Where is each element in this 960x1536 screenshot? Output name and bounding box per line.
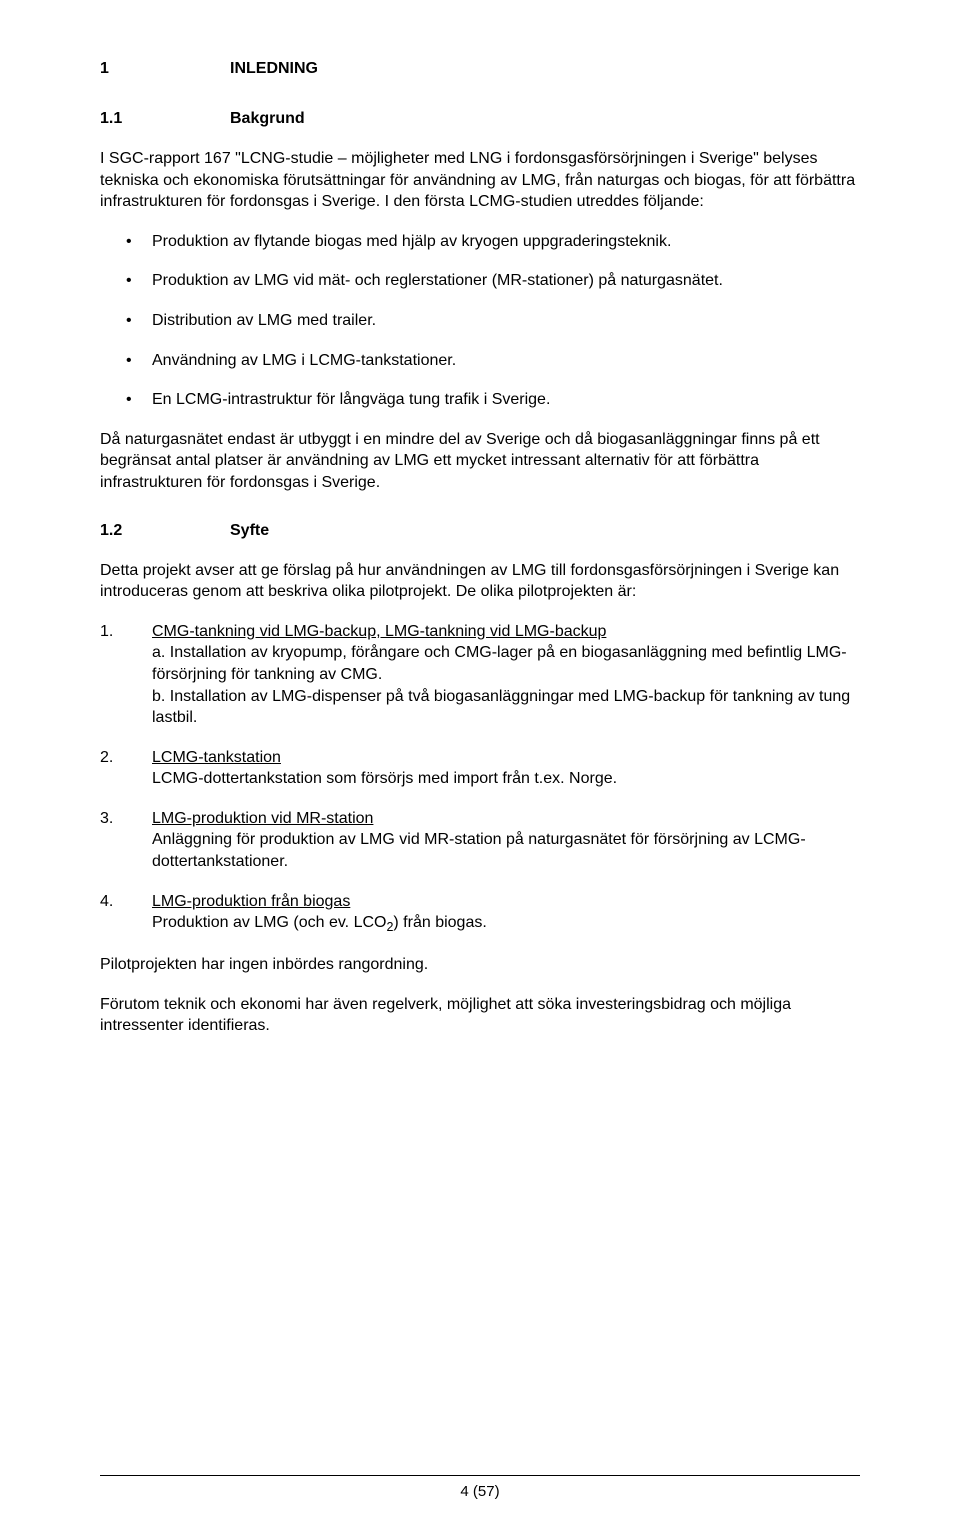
list-item: 1. CMG-tankning vid LMG-backup, LMG-tank… [100,621,860,729]
list-item-body-b: b. Installation av LMG-dispenser på två … [152,686,860,729]
section-1-2-list: 1. CMG-tankning vid LMG-backup, LMG-tank… [100,621,860,937]
body-pre: Produktion av LMG (och ev. LCO [152,914,386,931]
list-item-title: LMG-produktion vid MR-station [152,810,373,827]
footer-divider [100,1475,860,1476]
body-post: ) från biogas. [393,914,486,931]
list-item-number: 1. [100,621,113,643]
heading1-number: 1 [100,60,230,78]
list-item-number: 2. [100,747,113,769]
section-1-2-after-2: Förutom teknik och ekonomi har även rege… [100,994,860,1037]
page-number: 4 (57) [0,1483,960,1500]
heading-1-2: 1.2 Syfte [100,522,860,540]
bullet-item: Produktion av flytande biogas med hjälp … [100,231,860,253]
list-item-title: LCMG-tankstation [152,749,281,766]
bullet-item: En LCMG-intrastruktur för långväga tung … [100,389,860,411]
heading-1-2-number: 1.2 [100,522,230,540]
list-item-body: LCMG-dottertankstation som försörjs med … [152,768,860,790]
list-item-body: Anläggning för produktion av LMG vid MR-… [152,829,860,872]
list-item-body-a: a. Installation av kryopump, förångare o… [152,642,860,685]
list-item: 2. LCMG-tankstation LCMG-dottertankstati… [100,747,860,790]
section-1-1-closing: Då naturgasnätet endast är utbyggt i en … [100,429,860,494]
section-1-2-intro: Detta projekt avser att ge förslag på hu… [100,560,860,603]
list-item: 4. LMG-produktion från biogas Produktion… [100,891,860,937]
section-1-1-bullets: Produktion av flytande biogas med hjälp … [100,231,860,411]
bullet-item: Användning av LMG i LCMG-tankstationer. [100,350,860,372]
list-item-body: Produktion av LMG (och ev. LCO2) från bi… [152,912,860,936]
heading-1-1: 1.1 Bakgrund [100,110,860,128]
heading-1-2-title: Syfte [230,522,269,540]
heading-1-1-title: Bakgrund [230,110,305,128]
list-item-number: 4. [100,891,113,913]
list-item-number: 3. [100,808,113,830]
bullet-item: Produktion av LMG vid mät- och reglersta… [100,270,860,292]
section-1-2-after-1: Pilotprojekten har ingen inbördes rangor… [100,954,860,976]
heading1-title: INLEDNING [230,60,318,78]
list-item-title: CMG-tankning vid LMG-backup, LMG-tanknin… [152,623,606,640]
section-1-1-intro: I SGC-rapport 167 "LCNG-studie – möjligh… [100,148,860,213]
heading-1-1-number: 1.1 [100,110,230,128]
list-item-title: LMG-produktion från biogas [152,893,350,910]
list-item: 3. LMG-produktion vid MR-station Anläggn… [100,808,860,873]
heading-level-1: 1 INLEDNING [100,60,860,78]
bullet-item: Distribution av LMG med trailer. [100,310,860,332]
